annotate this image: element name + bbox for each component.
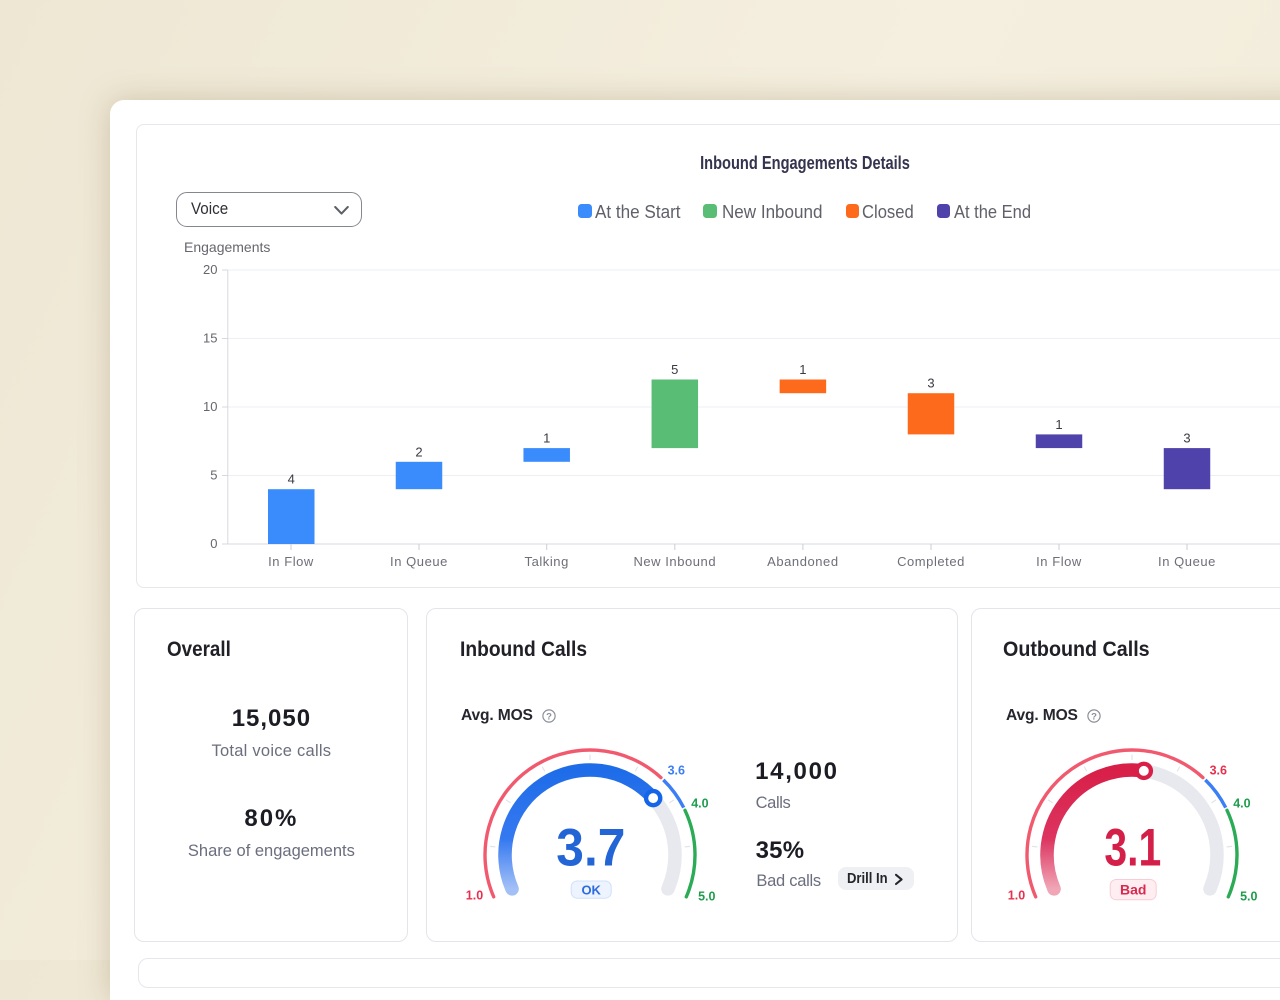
svg-text:New Inbound: New Inbound — [633, 553, 716, 568]
svg-text:Talking: Talking — [525, 553, 569, 568]
svg-text:1.0: 1.0 — [1008, 889, 1025, 903]
svg-text:In Queue: In Queue — [1158, 553, 1216, 568]
svg-text:3.1: 3.1 — [1104, 819, 1161, 878]
svg-text:4.0: 4.0 — [691, 797, 708, 811]
svg-text:3.7: 3.7 — [556, 819, 625, 878]
svg-text:3: 3 — [927, 375, 934, 390]
svg-text:1.0: 1.0 — [465, 889, 482, 903]
svg-text:Completed: Completed — [897, 553, 965, 568]
svg-text:1: 1 — [1055, 416, 1062, 431]
svg-text:5.0: 5.0 — [1240, 889, 1257, 903]
svg-text:0: 0 — [210, 536, 217, 551]
svg-text:4.0: 4.0 — [1233, 797, 1250, 811]
svg-text:OK: OK — [581, 882, 601, 897]
svg-text:10: 10 — [203, 399, 217, 414]
svg-text:In Flow: In Flow — [268, 553, 314, 568]
svg-text:?: ? — [546, 711, 552, 722]
svg-text:1: 1 — [543, 430, 550, 445]
svg-text:Bad: Bad — [1120, 882, 1146, 898]
svg-text:2: 2 — [415, 444, 422, 459]
svg-text:20: 20 — [203, 262, 217, 277]
svg-text:?: ? — [1091, 711, 1097, 722]
svg-text:5: 5 — [210, 467, 217, 482]
svg-text:5: 5 — [671, 362, 678, 377]
svg-text:1: 1 — [799, 362, 806, 377]
svg-text:Abandoned: Abandoned — [767, 553, 838, 568]
svg-text:3.6: 3.6 — [667, 764, 684, 778]
svg-text:Engagements: Engagements — [184, 238, 270, 254]
svg-text:15: 15 — [203, 330, 217, 345]
svg-text:3.6: 3.6 — [1210, 764, 1227, 778]
svg-text:In Flow: In Flow — [1036, 553, 1082, 568]
svg-text:4: 4 — [288, 471, 295, 486]
svg-text:5.0: 5.0 — [698, 889, 715, 903]
svg-text:3: 3 — [1183, 430, 1190, 445]
svg-text:In Queue: In Queue — [390, 553, 448, 568]
